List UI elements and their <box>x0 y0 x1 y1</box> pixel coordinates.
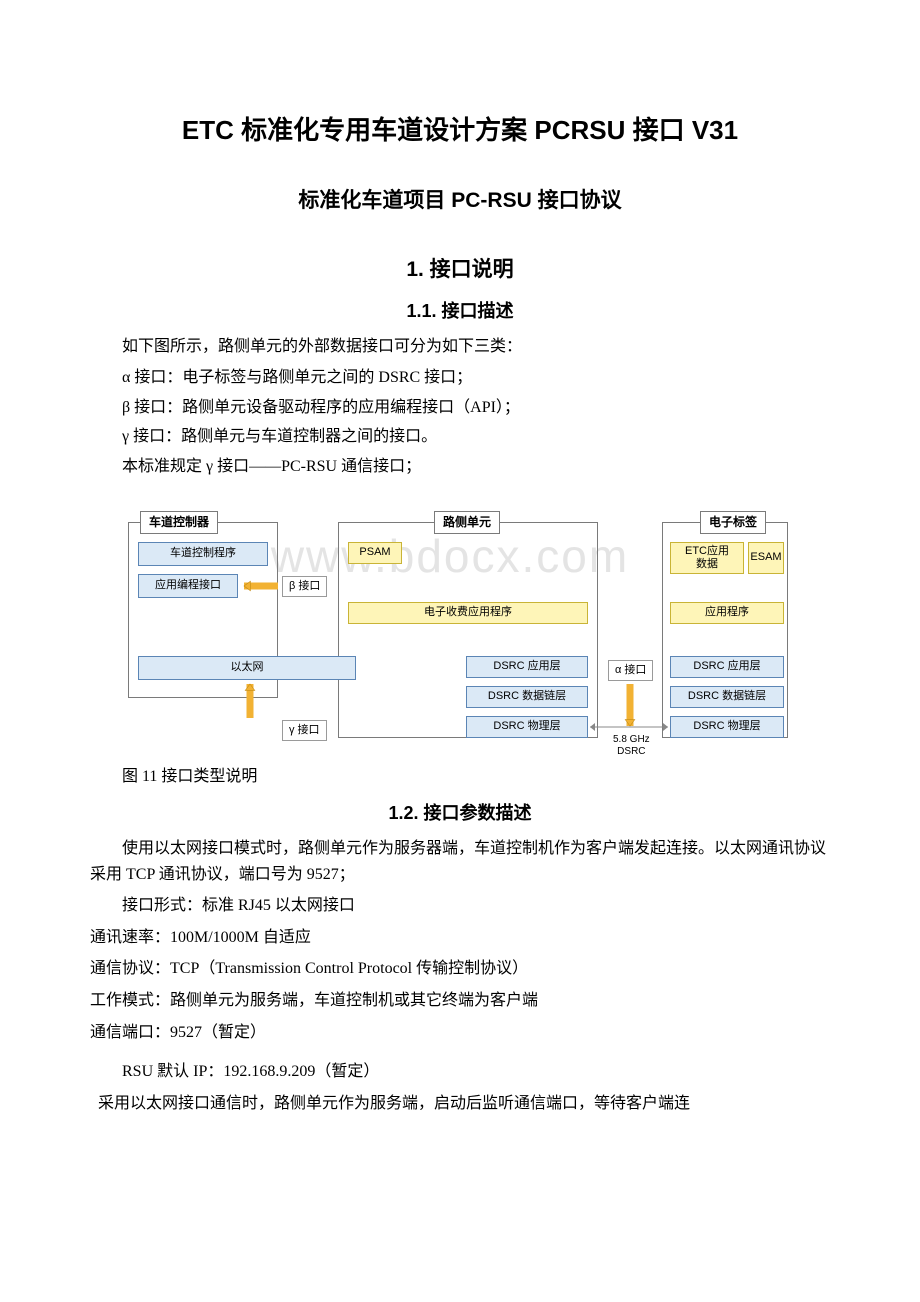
box-dsrc_app_r: DSRC 应用层 <box>466 656 588 678</box>
paragraph: 采用以太网接口通信时，路侧单元作为服务端，启动后监听通信端口，等待客户端连 <box>90 1091 830 1117</box>
label-gamma: γ 接口 <box>282 720 327 742</box>
paragraph: 通讯速率：100M/1000M 自适应 <box>90 925 830 951</box>
box-app_prog: 应用程序 <box>670 602 784 624</box>
box-lane_prog: 车道控制程序 <box>138 542 268 566</box>
label-beta: β 接口 <box>282 576 327 598</box>
box-esam: ESAM <box>748 542 784 574</box>
figure-caption: 图 11 接口类型说明 <box>90 764 830 790</box>
box-dsrc_dl_r: DSRC 数据链层 <box>466 686 588 708</box>
group-title-rsu: 路侧单元 <box>434 511 500 534</box>
paragraph: γ 接口：路侧单元与车道控制器之间的接口。 <box>90 424 830 450</box>
section-1-heading: 1. 接口说明 <box>90 253 830 287</box>
label-alpha: α 接口 <box>608 660 653 682</box>
paragraph: 通信协议：TCP（Transmission Control Protocol 传… <box>90 956 830 982</box>
box-toll_app: 电子收费应用程序 <box>348 602 588 624</box>
section-1-2-heading: 1.2. 接口参数描述 <box>90 799 830 828</box>
paragraph: RSU 默认 IP：192.168.9.209（暂定） <box>90 1059 830 1085</box>
section-1-1-heading: 1.1. 接口描述 <box>90 297 830 326</box>
paragraph: 本标准规定 γ 接口——PC-RSU 通信接口； <box>90 454 830 480</box>
box-dsrc_dl_o: DSRC 数据链层 <box>670 686 784 708</box>
group-title-obu: 电子标签 <box>700 511 766 534</box>
box-api: 应用编程接口 <box>138 574 238 598</box>
group-title-lane_ctrl: 车道控制器 <box>140 511 218 534</box>
label-ghz: 5.8 GHz DSRC <box>613 734 650 758</box>
paragraph: 通信端口：9527（暂定） <box>90 1020 830 1046</box>
box-dsrc_app_o: DSRC 应用层 <box>670 656 784 678</box>
paragraph: α 接口：电子标签与路侧单元之间的 DSRC 接口； <box>90 365 830 391</box>
paragraph: 工作模式：路侧单元为服务端，车道控制机或其它终端为客户端 <box>90 988 830 1014</box>
paragraph: 接口形式：标准 RJ45 以太网接口 <box>90 893 830 919</box>
doc-title: ETC 标准化专用车道设计方案 PCRSU 接口 V31 <box>90 110 830 152</box>
box-etc_data: ETC应用 数据 <box>670 542 744 574</box>
doc-subtitle: 标准化车道项目 PC-RSU 接口协议 <box>90 184 830 218</box>
box-dsrc_phy_r: DSRC 物理层 <box>466 716 588 738</box>
interface-diagram: www.bdocx.com车道控制器路侧单元电子标签车道控制程序应用编程接口以太… <box>110 494 790 754</box>
paragraph: 使用以太网接口模式时，路侧单元作为服务器端，车道控制机作为客户端发起连接。以太网… <box>90 836 830 887</box>
box-ethernet: 以太网 <box>138 656 356 680</box>
paragraph: β 接口：路侧单元设备驱动程序的应用编程接口（API）； <box>90 395 830 421</box>
box-psam: PSAM <box>348 542 402 564</box>
paragraph: 如下图所示，路侧单元的外部数据接口可分为如下三类： <box>90 334 830 360</box>
box-dsrc_phy_o: DSRC 物理层 <box>670 716 784 738</box>
